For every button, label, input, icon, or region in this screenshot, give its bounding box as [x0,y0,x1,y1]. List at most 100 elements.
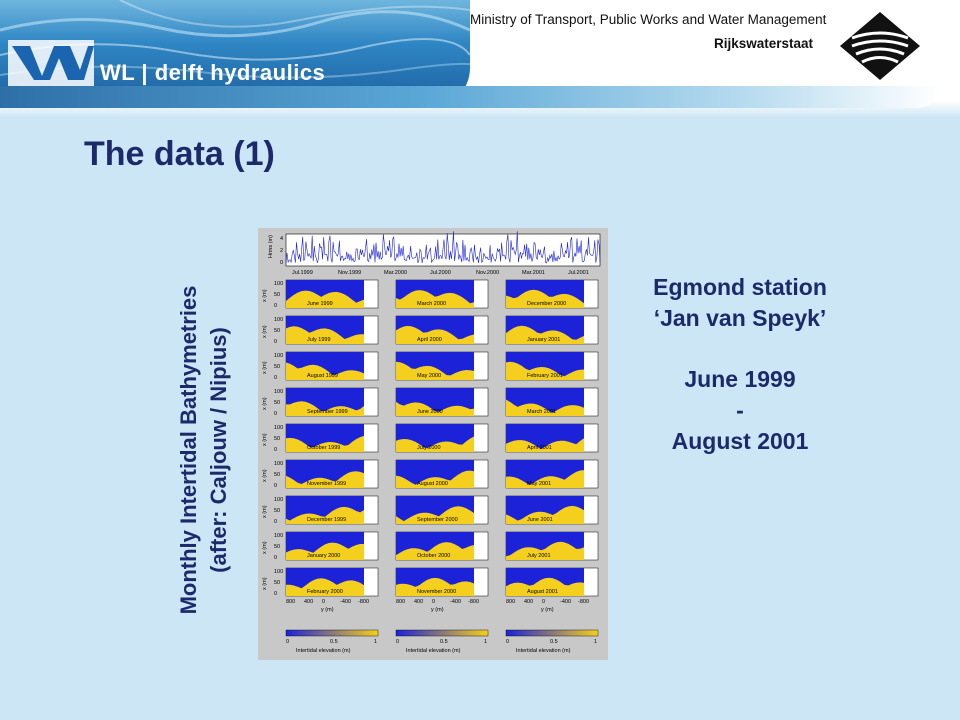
panel-sand [506,577,584,596]
panel-sand [286,471,364,488]
agency-name: Rijkswaterstaat [714,36,814,51]
panel-sand [286,506,364,524]
panel-xtick: 0 [432,599,435,605]
panel-xtick: 800 [506,599,515,605]
panel-ytick: 100 [274,569,283,575]
panel-ytick: 100 [274,497,283,503]
panel-ytick: 50 [274,292,280,298]
colorbar [505,629,599,637]
panel-ytick: 0 [274,519,277,525]
panel-month-label: June 1999 [307,301,333,307]
panel-sand [396,577,474,596]
colorbar [395,629,489,637]
panel-ylabel: x (m) [262,361,268,374]
panel-month-label: August 2000 [417,481,448,487]
panel-ytick: 100 [274,353,283,359]
wave-height-xtick: Nov.2000 [476,270,499,276]
panel-ytick: 0 [274,375,277,381]
brand-label: delft hydraulics [154,60,326,85]
wave-height-xtick: Nov.1999 [338,270,361,276]
panel-sand [506,399,584,416]
panel-sand [506,438,584,452]
panel-xtick: 0 [542,599,545,605]
panel-sand [396,436,474,452]
panel-ytick: 100 [274,317,283,323]
wave-height-ytick: 2 [280,248,283,254]
panel-month-label: July 1999 [307,337,331,343]
bathymetry-figure: Hrms (m) 4 2 0 Jul.1999 Nov.1999 Mar.2000 Jul.2… [258,228,608,660]
colorbar [285,629,379,637]
panel-xtick: -800 [358,599,369,605]
panel-xlabel: y (m) [321,607,334,613]
panel-month-label: November 1999 [307,481,346,487]
panel-ytick: 50 [274,472,280,478]
panel-month-label: September 2000 [417,517,458,523]
station-name: Egmond station [653,274,827,300]
panel-month-label: December 1999 [307,517,346,523]
panel-month-label: November 2000 [417,589,456,595]
panel-sand [506,541,584,560]
panel-xtick: 400 [304,599,313,605]
colorbar-label: Intertidal elevation (m) [516,648,571,654]
panel-ylabel: x (m) [262,433,268,446]
panel-ytick: 0 [274,447,277,453]
colorbar-label: Intertidal elevation (m) [406,648,461,654]
panel-month-label: May 2000 [417,373,441,379]
panel-month-label: October 1999 [307,445,340,451]
panel-xlabel: y (m) [541,607,554,613]
panel-ytick: 0 [274,555,277,561]
panel-sand [396,506,474,524]
panel-month-label: June 2001 [527,517,553,523]
panel-ytick: 0 [274,411,277,417]
vertical-caption-line2: (after: Caljouw / Nipius) [206,327,231,573]
panel-month-label: October 2000 [417,553,450,559]
ministry-name: Ministry of Transport, Public Works and … [470,12,827,27]
panel-sand [396,325,474,344]
period-end: August 2001 [671,428,809,454]
wave-height-ytick: 4 [280,236,283,242]
station-info: Egmond station ‘Jan van Speyk’ June 1999… [610,272,870,457]
panel-sand [396,290,474,308]
rijkswaterstaat-logo-icon [840,12,920,80]
panel-xtick: -400 [340,599,351,605]
panel-month-label: July 2001 [527,553,551,559]
panel-xtick: 800 [396,599,405,605]
panel-ytick: 100 [274,425,283,431]
colorbar-tick: 0 [396,639,399,645]
panel-sand [286,326,364,344]
panel-xtick: 800 [286,599,295,605]
panel-month-label: August 2001 [527,589,558,595]
panel-month-label: January 2000 [307,553,340,559]
panel-xtick: 400 [524,599,533,605]
panel-ytick: 50 [274,580,280,586]
panel-ytick: 0 [274,591,277,597]
wave-height-ytick: 0 [280,260,283,266]
panel-sand [286,542,364,560]
brand-prefix: WL [100,60,135,85]
panel-month-label: April 2000 [417,337,442,343]
panel-ylabel: x (m) [262,505,268,518]
panel-month-label: January 2001 [527,337,560,343]
wave-height-xtick: Jul.1999 [292,270,313,276]
panel-month-label: March 2000 [417,301,446,307]
panel-xtick: -400 [450,599,461,605]
panel-sand [286,435,364,452]
panel-month-label: February 2000 [307,589,343,595]
colorbar-tick: 0.5 [440,639,448,645]
period-start: June 1999 [684,366,796,392]
panel-month-label: December 2000 [527,301,566,307]
panel-sand [506,505,584,524]
colorbar-tick: 1 [484,639,487,645]
colorbar-tick: 0 [506,639,509,645]
panel-ytick: 50 [274,436,280,442]
panel-ytick: 100 [274,461,283,467]
panel-xlabel: y (m) [431,607,444,613]
panel-sand [396,542,474,560]
vertical-caption: Monthly Intertidal Bathymetries (after: … [174,250,234,650]
panel-sand [286,362,364,380]
colorbar-tick: 1 [594,639,597,645]
vertical-caption-line1: Monthly Intertidal Bathymetries [176,285,201,615]
panel-ytick: 50 [274,508,280,514]
header-banner: WL | delft hydraulics Ministry of Transp… [0,0,960,117]
panel-sand [286,578,364,596]
